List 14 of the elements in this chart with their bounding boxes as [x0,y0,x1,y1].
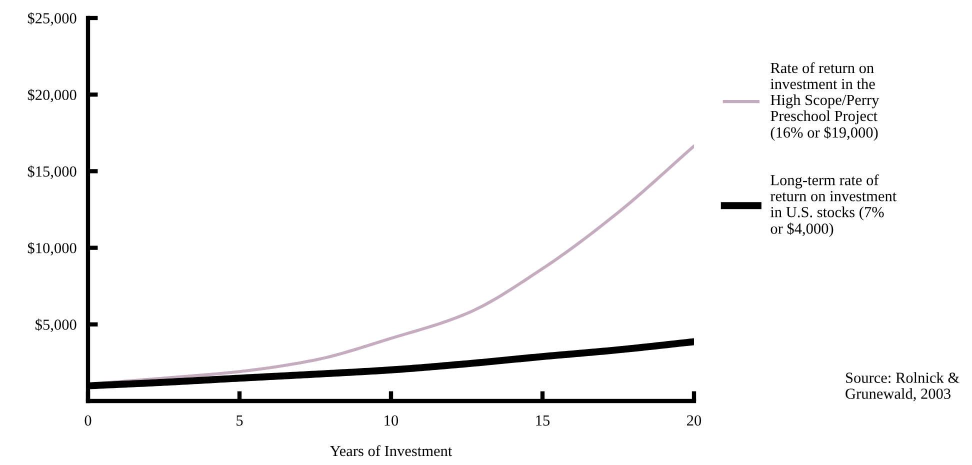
x-tick-label: 5 [236,415,243,426]
y-tick-label: $25,000 [28,12,76,26]
x-tick-label: 15 [536,415,550,426]
y-tick-label: $5,000 [36,318,76,332]
x-tick-label: 0 [84,415,92,426]
legend-label: Long-term rate of return on investment in U.S. stocks (7% or $4,000) [770,174,897,237]
source-note: Source: Rolnick & Grunewald, 2003 [846,372,960,402]
x-axis-title: Years of Investment [330,445,452,456]
x-tick-label: 10 [384,415,398,426]
x-tick-label: 20 [687,415,702,426]
y-tick-label: $10,000 [28,242,76,256]
y-tick-label: $15,000 [28,165,76,179]
y-tick-label: $20,000 [28,88,76,102]
legend-label: Rate of return on investment in the High Scope/Perry Preschool Project (16% or $19,000) [770,62,880,141]
